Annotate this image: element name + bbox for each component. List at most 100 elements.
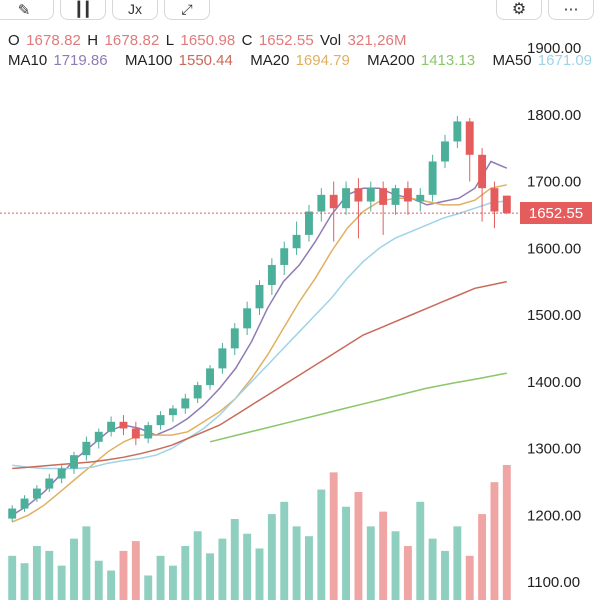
volume-bar: [82, 526, 91, 600]
settings-button[interactable]: ⚙: [496, 0, 542, 20]
candle: [181, 393, 190, 414]
volume-bar: [20, 563, 29, 600]
volume-bar: [218, 538, 227, 600]
volume-bar: [305, 536, 313, 600]
candle: [267, 258, 276, 295]
volume-bar: [267, 514, 276, 600]
candle: [94, 428, 103, 449]
volume-bar: [107, 570, 116, 600]
ma100-label: MA100: [124, 52, 173, 69]
ma100-value: 1550.44: [178, 52, 233, 69]
candle: [490, 181, 499, 229]
low-value: 1650.98: [180, 32, 236, 49]
candle: [329, 181, 338, 242]
share-button[interactable]: ⋯: [548, 0, 594, 20]
ma20-label: MA20: [250, 52, 290, 69]
y-tick-label: 1900.00: [527, 40, 581, 57]
volume-bar: [206, 553, 214, 600]
gear-icon: ⚙: [511, 1, 527, 18]
candle: [119, 415, 128, 436]
y-tick-label: 1400.00: [527, 374, 581, 391]
indicator-button[interactable]: ┃┃: [60, 0, 106, 20]
volume-bar: [8, 555, 17, 600]
candle: [478, 148, 487, 222]
volume-bar: [168, 565, 177, 600]
volume-bar: [70, 538, 78, 600]
y-tick-label: 1200.00: [527, 507, 581, 524]
candle: [32, 485, 41, 502]
ma10-value: 1719.86: [53, 52, 108, 69]
y-tick-label: 1600.00: [527, 240, 581, 257]
volume-bar: [428, 538, 437, 600]
function-button[interactable]: Jx: [112, 0, 158, 20]
candle: [317, 188, 326, 222]
volume-bar: [94, 560, 103, 600]
candle: [57, 465, 66, 484]
volume-label: Vol: [320, 32, 342, 49]
candlesticks: [8, 116, 511, 522]
candle-icon: ┃┃: [74, 0, 92, 17]
price-axis: 1900.00 1800.00 1700.00 1600.00 1500.00 1400.…: [527, 40, 581, 591]
ma200-label: MA200: [367, 52, 415, 69]
y-tick-label: 1300.00: [527, 441, 581, 458]
volume-bar: [280, 501, 289, 600]
ma50-value: 1671.09: [537, 52, 593, 69]
candle: [280, 241, 289, 275]
candle: [144, 421, 153, 444]
volume-bar: [181, 546, 190, 600]
volume-bar: [379, 511, 388, 600]
volume-bar: [193, 531, 202, 600]
volume-bar: [416, 501, 425, 600]
ma200-value: 1413.13: [420, 52, 476, 69]
candle: [366, 181, 375, 212]
volume-bar: [441, 550, 449, 600]
ma-line-ma50: [12, 200, 507, 470]
high-value: 1678.82: [104, 32, 160, 49]
candle: [391, 184, 400, 215]
candle: [206, 365, 214, 390]
ma-line-ma100: [12, 280, 507, 470]
chart-toolbar: ✎ ┃┃ Jx ⤢ ⚙ ⋯: [0, 0, 600, 22]
candle: [342, 181, 351, 215]
candle: [45, 473, 54, 492]
candle: [379, 181, 388, 235]
brush-icon: ✎: [17, 2, 31, 19]
ma-line-ma200: [209, 372, 507, 443]
volume-bar: [156, 555, 165, 600]
volume-bar: [255, 548, 264, 600]
volume-bar: [230, 519, 239, 600]
expand-button[interactable]: ⤢: [164, 0, 210, 20]
candle: [428, 154, 437, 202]
volume-bar: [144, 575, 153, 600]
ma20-value: 1694.79: [295, 52, 350, 69]
volume-bar: [490, 482, 499, 600]
share-icon: ⋯: [563, 1, 579, 18]
fx-icon: Jx: [128, 1, 142, 17]
ma-line-ma10: [11, 160, 508, 516]
candle: [255, 280, 264, 315]
volume-bars: [8, 465, 511, 600]
ma50-label: MA50: [492, 52, 532, 69]
candle: [20, 495, 29, 512]
volume-bar: [478, 514, 487, 600]
candle: [218, 343, 227, 374]
expand-icon: ⤢: [181, 0, 193, 17]
volume-value: 321,26M: [347, 32, 407, 49]
candle: [441, 134, 449, 169]
close-label: C: [241, 32, 253, 49]
volume-bar: [453, 526, 462, 600]
candle: [168, 405, 177, 422]
y-tick-label: 1700.00: [527, 174, 581, 191]
drawing-tool-button[interactable]: ✎: [0, 0, 54, 20]
volume-bar: [45, 550, 54, 600]
ohlc-readout: O 1678.82 H 1678.82 L 1650.98 C 1652.55 …: [8, 32, 409, 49]
volume-bar: [131, 541, 140, 600]
open-label: O: [8, 32, 20, 49]
candle: [305, 204, 313, 242]
candle: [193, 381, 202, 404]
volume-bar: [465, 555, 474, 600]
candle: [82, 436, 91, 461]
candle: [243, 301, 252, 336]
moving-average-lines: [11, 160, 508, 523]
